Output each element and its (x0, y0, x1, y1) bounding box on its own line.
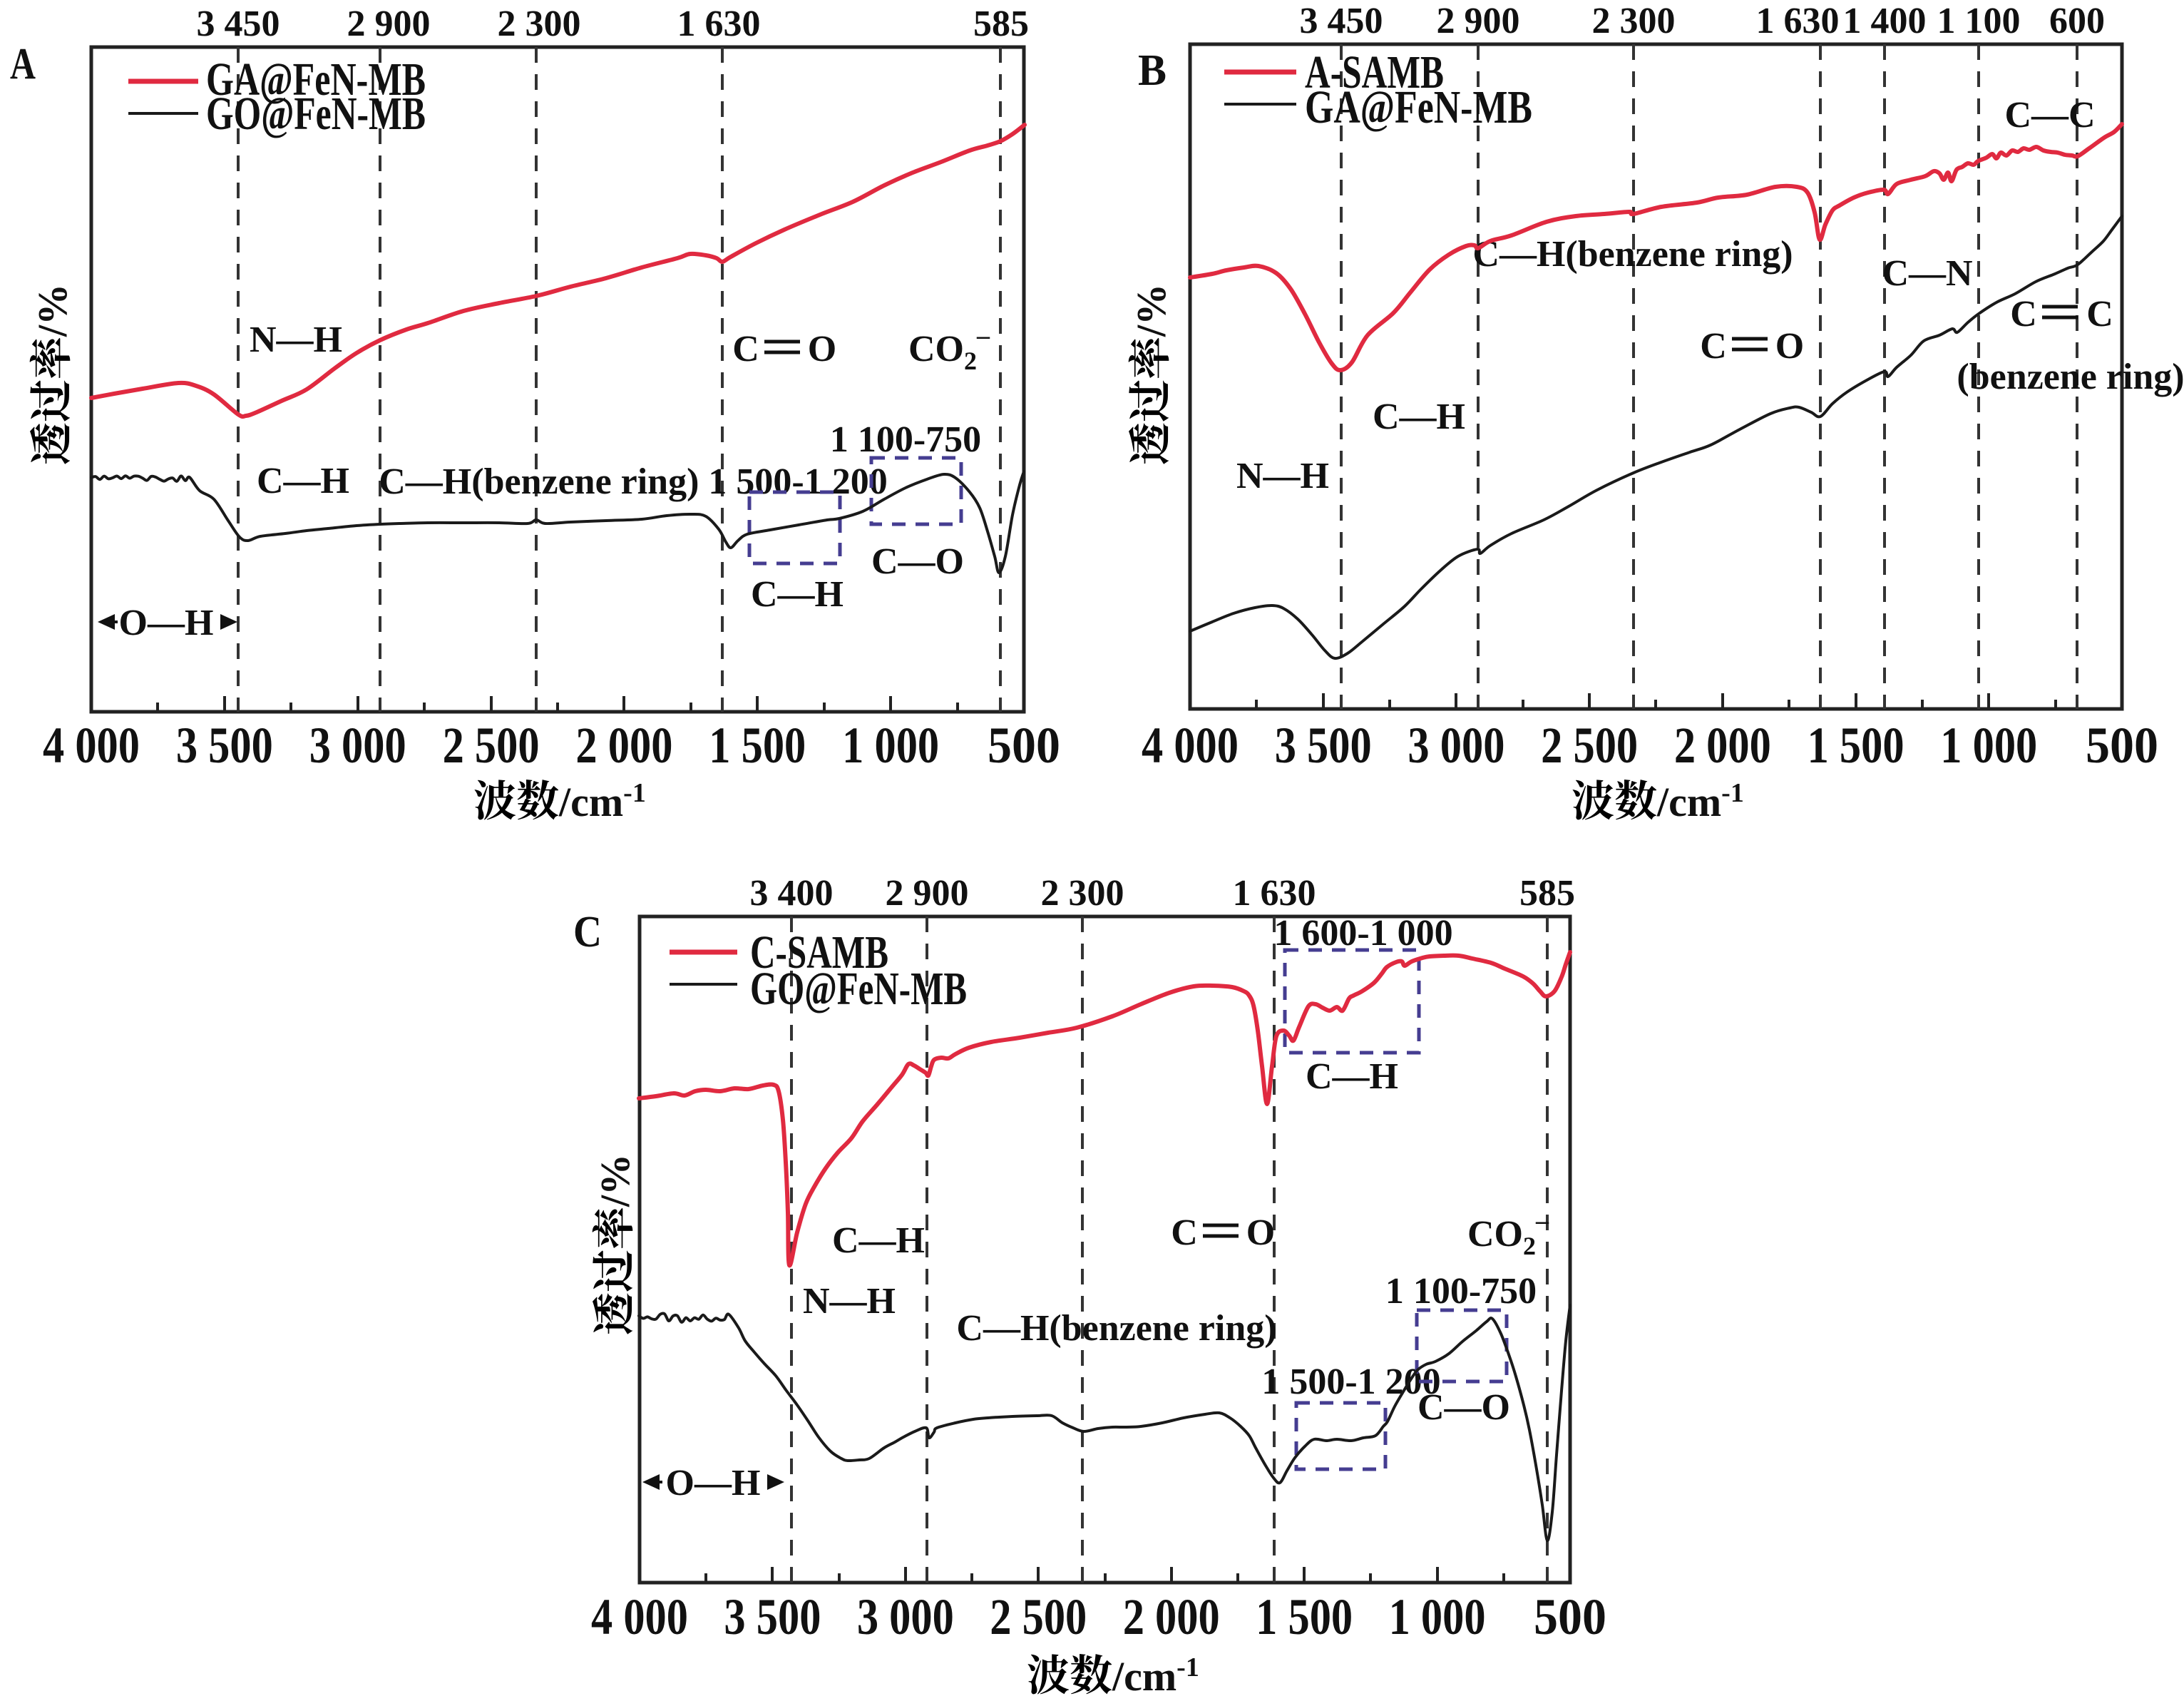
svg-text:1 100-750: 1 100-750 (1385, 1271, 1537, 1312)
svg-text:C: C (573, 908, 602, 956)
svg-text:O—H: O—H (666, 1463, 761, 1503)
svg-text:2 900: 2 900 (1437, 1, 1520, 41)
svg-text:585: 585 (973, 4, 1029, 44)
svg-text:CO2–: CO2– (1467, 1206, 1549, 1260)
svg-text:C—H: C—H (257, 461, 349, 501)
svg-text:1 500: 1 500 (1256, 1588, 1353, 1645)
svg-text:C—H(benzene ring): C—H(benzene ring) (1472, 234, 1793, 275)
svg-text:C: C (1171, 1212, 1198, 1253)
svg-text:C—N: C—N (1882, 253, 1972, 294)
svg-text:O: O (1246, 1212, 1275, 1253)
svg-text:N—H: N—H (1236, 456, 1329, 496)
svg-text:3 000: 3 000 (309, 717, 406, 774)
svg-text:/cm-1: /cm-1 (1112, 1653, 1199, 1697)
svg-text:N—H: N—H (250, 320, 342, 360)
svg-text:4 000: 4 000 (1142, 717, 1239, 774)
svg-text:3 000: 3 000 (857, 1588, 954, 1645)
svg-text:2 300: 2 300 (1592, 1, 1676, 41)
svg-text:(benzene ring): (benzene ring) (1957, 357, 2184, 397)
svg-text:2 300: 2 300 (498, 4, 581, 44)
svg-text:1 000: 1 000 (1389, 1588, 1486, 1645)
svg-text:A: A (10, 40, 36, 88)
svg-text:N—H: N—H (803, 1281, 896, 1322)
svg-text:/%: /% (1128, 284, 1174, 337)
svg-text:1 100-750: 1 100-750 (830, 419, 981, 460)
svg-text:C—O: C—O (1417, 1387, 1510, 1428)
svg-text:GO@FeN-MB: GO@FeN-MB (750, 963, 967, 1015)
svg-text:C—H(benzene ring) 1 500-1 200: C—H(benzene ring) 1 500-1 200 (379, 461, 887, 502)
svg-text:/%: /% (592, 1154, 638, 1207)
svg-text:O: O (1775, 326, 1804, 367)
svg-text:O—H: O—H (119, 603, 214, 643)
svg-text:2 300: 2 300 (1041, 873, 1124, 914)
svg-text:500: 500 (2086, 717, 2158, 774)
svg-text:2 000: 2 000 (1123, 1588, 1220, 1645)
svg-text:500: 500 (988, 717, 1060, 774)
svg-text:4 000: 4 000 (43, 717, 140, 774)
svg-text:2 000: 2 000 (575, 717, 672, 774)
svg-text:GA@FeN-MB: GA@FeN-MB (1305, 81, 1532, 133)
svg-text:3 500: 3 500 (176, 717, 273, 774)
svg-text:C: C (732, 329, 759, 369)
svg-text:2 500: 2 500 (443, 717, 540, 774)
svg-text:3 450: 3 450 (197, 4, 280, 44)
svg-text:C: C (2010, 294, 2037, 334)
svg-text:1 500: 1 500 (1808, 717, 1904, 774)
svg-text:C—H: C—H (1306, 1056, 1398, 1097)
svg-text:2 900: 2 900 (886, 873, 969, 914)
svg-text:/%: /% (29, 284, 76, 337)
svg-text:C: C (1700, 326, 1727, 367)
svg-text:GO@FeN-MB: GO@FeN-MB (206, 88, 426, 140)
svg-text:/cm-1: /cm-1 (558, 778, 646, 825)
svg-text:1 500-1 200: 1 500-1 200 (1261, 1362, 1440, 1402)
svg-text:1 400: 1 400 (1843, 1, 1927, 41)
svg-text:1 100: 1 100 (1937, 1, 2021, 41)
svg-text:CO2–: CO2– (908, 321, 990, 375)
svg-text:2 500: 2 500 (1541, 717, 1638, 774)
svg-text:600: 600 (2049, 1, 2105, 41)
svg-text:C—H: C—H (751, 574, 844, 615)
svg-text:500: 500 (1534, 1588, 1606, 1645)
svg-text:3 500: 3 500 (1275, 717, 1372, 774)
svg-text:1 630: 1 630 (1233, 873, 1316, 914)
svg-text:1 630: 1 630 (1756, 1, 1840, 41)
svg-text:3 000: 3 000 (1408, 717, 1504, 774)
svg-text:2 500: 2 500 (990, 1588, 1087, 1645)
svg-text:1 000: 1 000 (1940, 717, 2037, 774)
svg-text:C—H: C—H (832, 1220, 925, 1261)
svg-text:C: C (2086, 294, 2113, 334)
svg-text:1 500: 1 500 (709, 717, 806, 774)
svg-text:C—H: C—H (1373, 397, 1465, 437)
svg-text:1 630: 1 630 (677, 4, 761, 44)
svg-text:GA@FeN-MB: GA@FeN-MB (206, 53, 426, 106)
svg-text:B: B (1138, 46, 1167, 95)
svg-text:1 600-1 000: 1 600-1 000 (1273, 913, 1452, 954)
svg-text:/cm-1: /cm-1 (1656, 778, 1744, 825)
svg-text:4 000: 4 000 (591, 1588, 688, 1645)
svg-text:C—C: C—C (2004, 95, 2095, 136)
svg-text:1 000: 1 000 (842, 717, 939, 774)
svg-text:A-SAMB: A-SAMB (1305, 46, 1444, 98)
svg-text:3 450: 3 450 (1300, 1, 1383, 41)
svg-text:2 900: 2 900 (347, 4, 431, 44)
svg-text:O: O (808, 329, 836, 369)
svg-text:C-SAMB: C-SAMB (750, 926, 888, 979)
svg-text:C—O: C—O (871, 541, 964, 582)
svg-text:2 000: 2 000 (1674, 717, 1771, 774)
svg-text:585: 585 (1519, 873, 1575, 914)
svg-text:3 400: 3 400 (750, 873, 834, 914)
svg-text:C—H(benzene ring): C—H(benzene ring) (956, 1308, 1276, 1349)
svg-text:3 500: 3 500 (724, 1588, 821, 1645)
